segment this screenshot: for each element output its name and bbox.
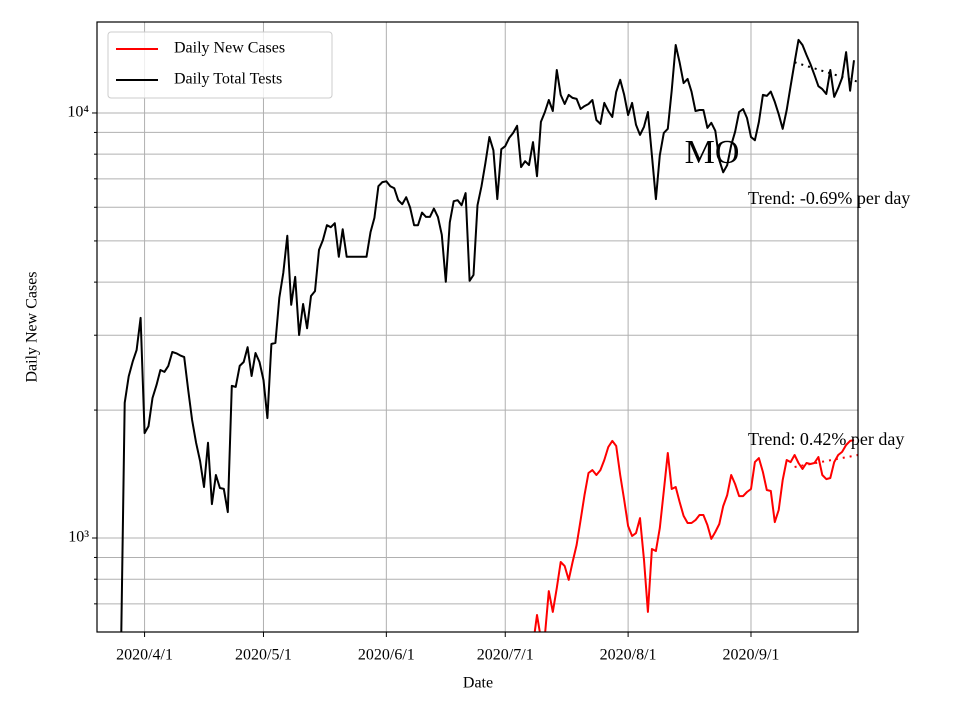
legend-label: Daily New Cases bbox=[174, 40, 285, 57]
legend-label: Daily Total Tests bbox=[174, 71, 282, 88]
legend: Daily New Cases Daily Total Tests bbox=[107, 31, 333, 99]
y-axis-label: Daily New Cases bbox=[24, 271, 41, 382]
y-tick-label: 10⁴ bbox=[67, 104, 89, 121]
x-tick-label: 2020/8/1 bbox=[600, 647, 657, 664]
trend-label: Trend: 0.42% per day bbox=[748, 429, 904, 449]
x-tick-label: 2020/7/1 bbox=[477, 647, 534, 664]
legend-box bbox=[107, 31, 333, 99]
x-tick-label: 2020/9/1 bbox=[723, 647, 780, 664]
series-line bbox=[120, 38, 855, 632]
ticks: 2020/4/1 2020/5/1 2020/6/1 2020/7/1 2020/8/1… bbox=[67, 104, 779, 664]
x-tick-label: 2020/5/1 bbox=[235, 647, 292, 664]
plot-area bbox=[120, 38, 858, 632]
series-line bbox=[533, 439, 855, 632]
axes-frame bbox=[96, 21, 859, 633]
x-axis-label: Date bbox=[463, 675, 493, 692]
x-tick-label: 2020/4/1 bbox=[116, 647, 173, 664]
trend-label: Trend: -0.69% per day bbox=[748, 188, 910, 208]
state-label: MO bbox=[685, 134, 740, 171]
grid bbox=[97, 22, 858, 632]
y-tick-label: 10³ bbox=[68, 529, 89, 546]
x-tick-label: 2020/6/1 bbox=[358, 647, 415, 664]
